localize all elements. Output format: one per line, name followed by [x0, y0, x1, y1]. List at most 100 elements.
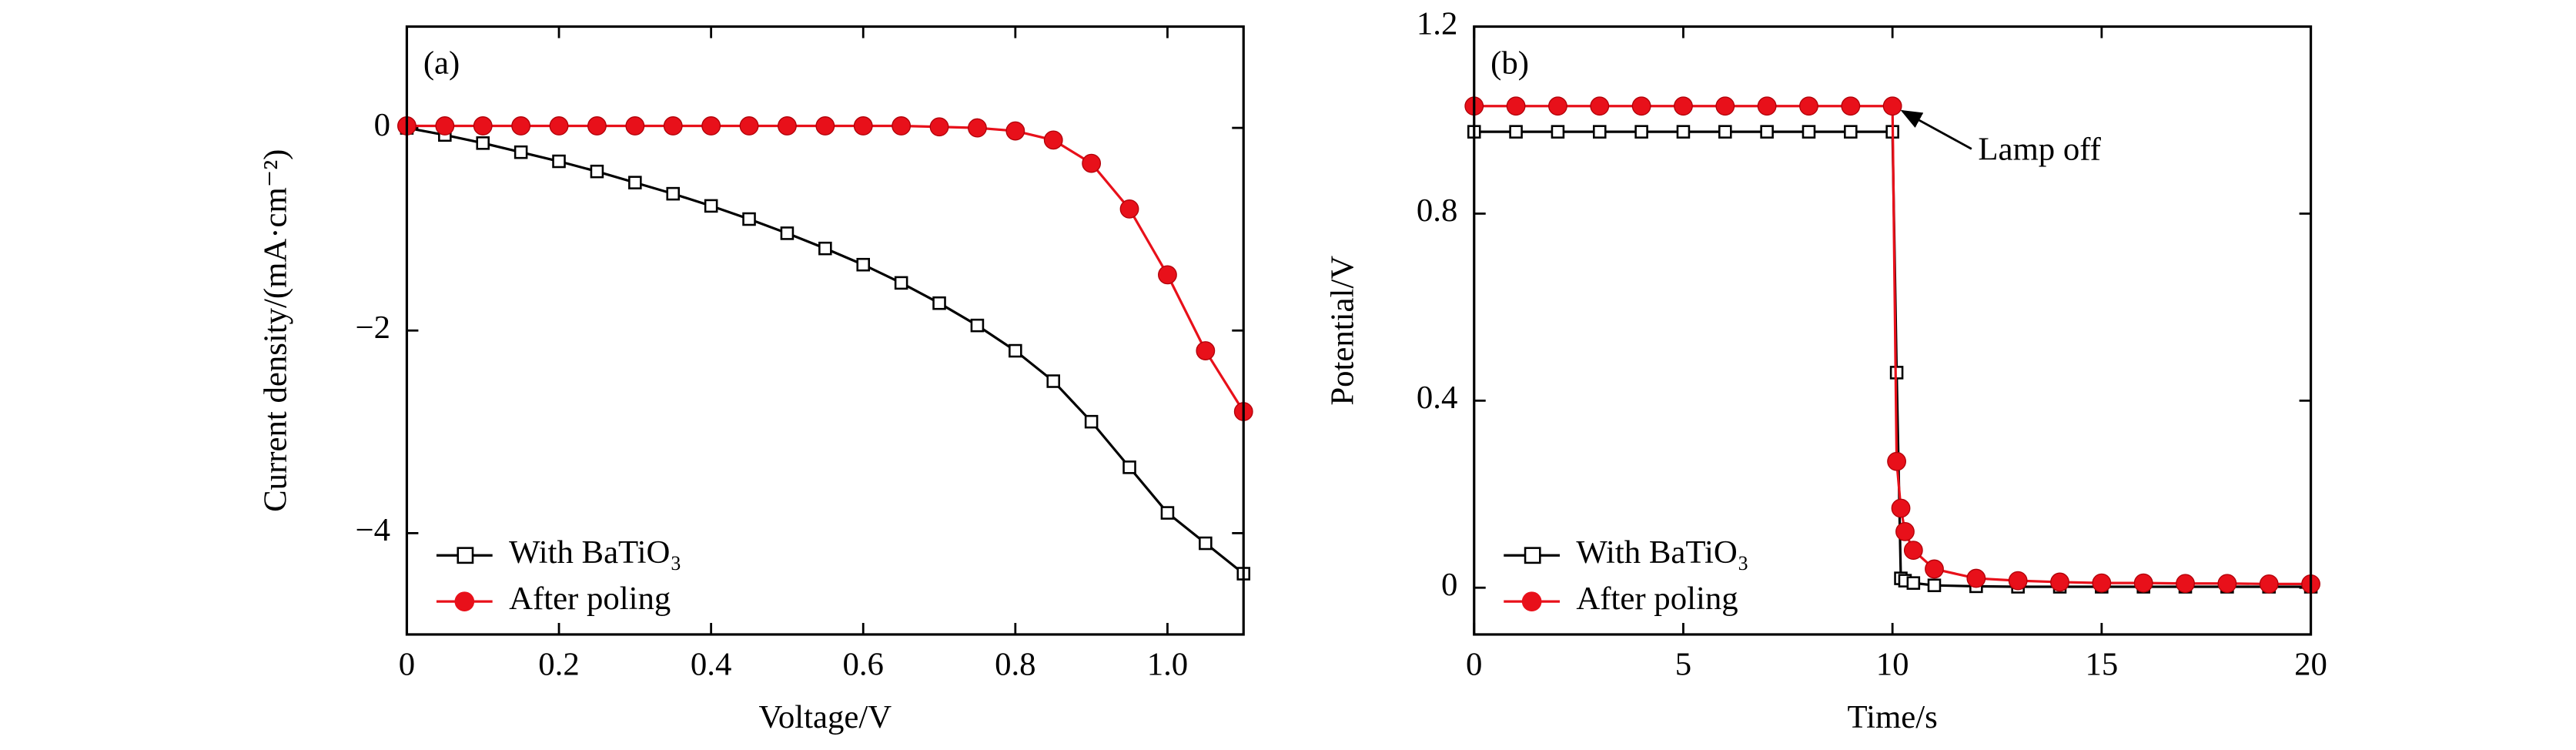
x-tick-label: 0 — [399, 647, 415, 683]
y-tick-label: 0 — [1441, 567, 1457, 603]
data-point — [1631, 96, 1651, 116]
data-point — [1718, 125, 1732, 139]
x-tick-label: 1.0 — [1147, 647, 1188, 683]
data-point — [625, 116, 645, 136]
data-point — [2050, 572, 2069, 592]
data-point — [1674, 96, 1693, 116]
legend-marker — [457, 547, 474, 564]
x-tick-label: 0 — [1466, 647, 1482, 683]
data-point — [2092, 573, 2112, 593]
x-tick-label: 0.2 — [538, 647, 579, 683]
series-line — [406, 124, 1245, 413]
data-point — [1548, 96, 1567, 116]
data-point — [1084, 414, 1099, 429]
x-axis-label: Time/s — [1848, 699, 1938, 735]
data-point — [1903, 541, 1923, 561]
x-tick-label: 10 — [1876, 647, 1909, 683]
legend-label: After poling — [509, 581, 671, 617]
data-point — [1799, 96, 1818, 116]
chart-panel: 0 5 10 15 20 0 0.4 0.8 1.2 With BaTiO₃ After polin… — [1325, 5, 2327, 735]
data-point — [818, 241, 832, 256]
data-point — [932, 296, 946, 310]
data-point — [1634, 125, 1648, 139]
data-point — [1882, 96, 1902, 116]
data-point — [1509, 125, 1523, 139]
data-point — [1906, 576, 1921, 590]
data-point — [1082, 153, 1102, 173]
data-point — [552, 154, 566, 169]
data-point — [2133, 573, 2153, 593]
data-point — [1895, 521, 1915, 541]
data-point — [1925, 559, 1944, 579]
data-point — [1196, 341, 1216, 360]
y-tick-label: 0.8 — [1417, 193, 1457, 229]
y-tick-label: 0 — [374, 107, 390, 143]
data-point — [1009, 343, 1022, 358]
data-point — [1119, 199, 1139, 219]
data-point — [1199, 536, 1213, 551]
plot-frame — [405, 25, 1245, 636]
y-tick-label: 0.4 — [1417, 380, 1457, 416]
data-point — [2259, 574, 2279, 594]
data-point — [1046, 374, 1061, 388]
data-point — [590, 164, 604, 179]
legend-label: After poling — [1576, 581, 1738, 617]
data-point — [1506, 96, 1526, 116]
data-point — [894, 276, 908, 290]
data-point — [1551, 125, 1565, 139]
data-point — [1590, 96, 1610, 116]
data-point — [1760, 125, 1774, 139]
data-point — [1887, 451, 1906, 471]
data-point — [1966, 568, 1986, 588]
data-point — [1757, 96, 1777, 116]
x-tick-label: 0.4 — [691, 647, 731, 683]
data-point — [1005, 121, 1025, 141]
legend-marker — [1521, 591, 1542, 612]
data-point — [666, 186, 681, 201]
legend-marker — [1524, 547, 1541, 564]
data-point — [435, 116, 455, 136]
y-tick-label: −4 — [356, 512, 391, 548]
legend-marker — [454, 591, 475, 612]
data-point — [511, 116, 531, 136]
data-point — [780, 226, 795, 240]
data-point — [1676, 125, 1691, 139]
x-tick-label: 0.8 — [995, 647, 1035, 683]
data-point — [929, 117, 949, 137]
data-point — [473, 116, 493, 136]
data-point — [476, 136, 490, 150]
y-tick-label: −2 — [356, 310, 391, 346]
data-point — [968, 118, 987, 138]
data-point — [1891, 498, 1911, 518]
data-point — [704, 199, 718, 213]
data-point — [2008, 571, 2028, 591]
y-axis-label: Potential/V — [1325, 256, 1361, 406]
panel-label: (b) — [1490, 45, 1529, 82]
y-axis-label: Current density/(mA·cm⁻²) — [257, 149, 293, 512]
data-point — [701, 116, 721, 136]
data-point — [1841, 96, 1861, 116]
data-point — [628, 176, 642, 189]
annotation-arrow — [1900, 109, 1972, 150]
data-point — [1927, 578, 1942, 592]
data-point — [2217, 574, 2237, 594]
data-point — [1802, 125, 1816, 139]
data-point — [892, 116, 912, 136]
data-point — [739, 116, 759, 136]
legend-label: With BaTiO₃ — [509, 534, 681, 571]
data-point — [853, 116, 873, 136]
y-tick-label: 1.2 — [1417, 5, 1457, 42]
data-point — [2176, 574, 2195, 594]
x-tick-label: 5 — [1675, 647, 1691, 683]
x-tick-label: 20 — [2294, 647, 2327, 683]
data-point — [663, 116, 683, 136]
data-point — [1158, 265, 1177, 285]
x-tick-label: 15 — [2085, 647, 2118, 683]
data-point — [856, 257, 871, 272]
data-point — [778, 116, 797, 136]
data-point — [549, 116, 569, 136]
data-point — [1122, 460, 1136, 474]
data-point — [1160, 506, 1175, 520]
data-point — [587, 116, 607, 136]
